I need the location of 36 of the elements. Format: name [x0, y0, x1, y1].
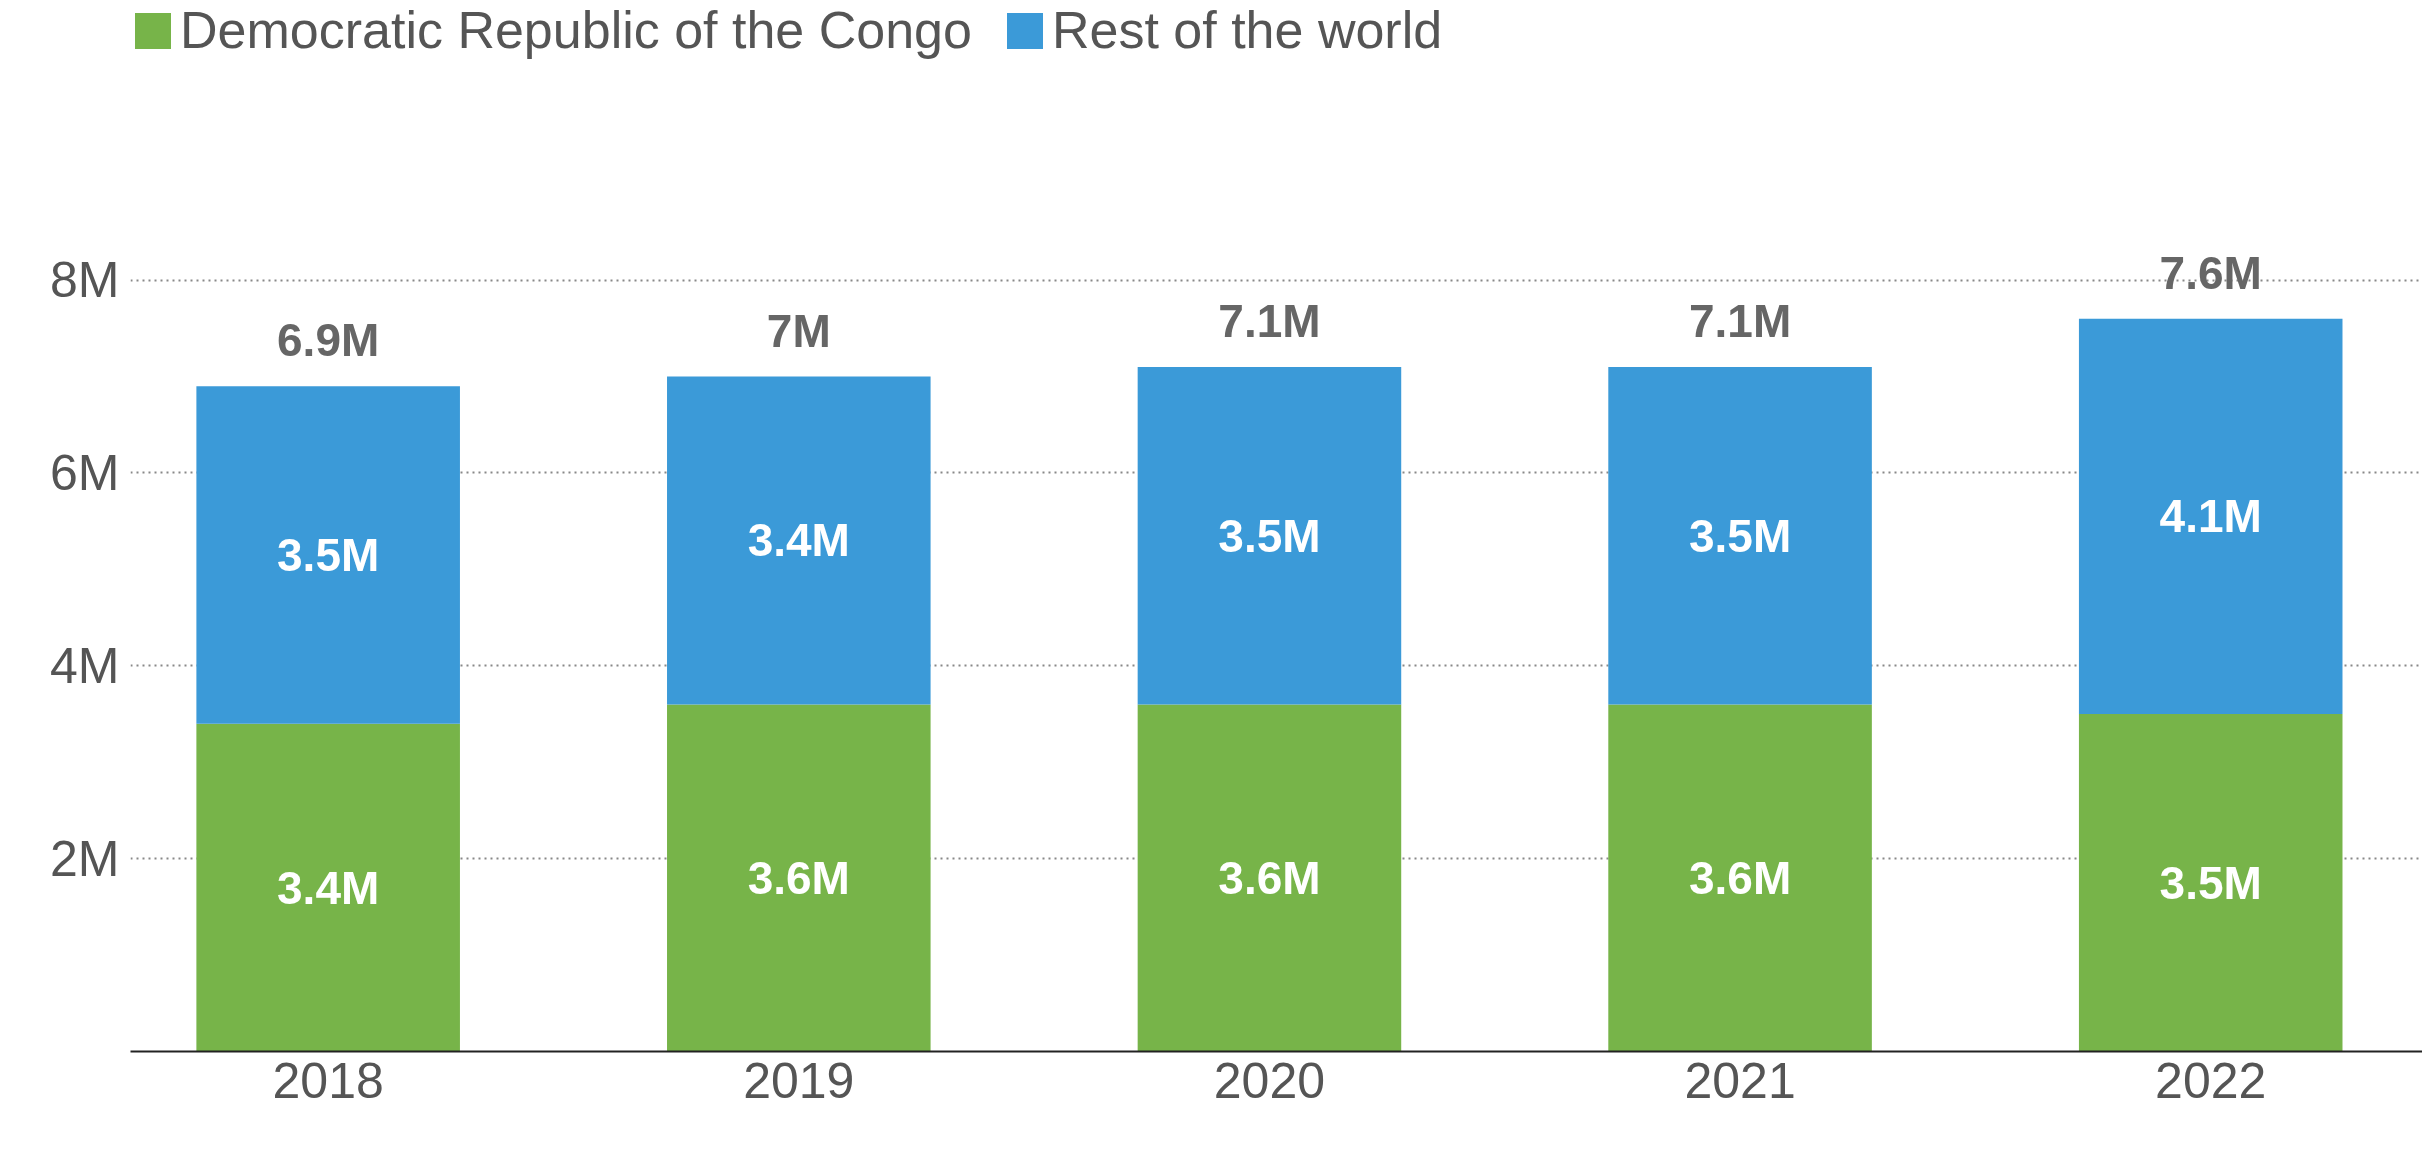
bar	[1137, 366, 1402, 705]
bar	[667, 704, 931, 1052]
bar	[196, 723, 460, 1052]
bar	[1137, 704, 1402, 1052]
data-label: 4.1M	[2159, 490, 2262, 543]
total-label: 7.1M	[1218, 294, 1321, 347]
bar	[2078, 714, 2343, 1052]
data-label: 3.4M	[277, 861, 380, 914]
bar	[196, 386, 460, 724]
data-label: 3.5M	[2159, 856, 2262, 909]
x-tick-label: 2018	[272, 1052, 384, 1109]
bar	[667, 376, 931, 705]
y-tick-label: 8M	[50, 252, 120, 309]
y-tick-label: 2M	[50, 830, 120, 887]
bar	[1608, 366, 1872, 705]
total-label: 7.6M	[2159, 246, 2262, 299]
total-label: 6.9M	[277, 314, 380, 367]
bar	[2078, 318, 2343, 715]
legend-label: Rest of the world	[1051, 0, 1443, 60]
data-label: 3.5M	[277, 528, 380, 581]
data-label: 3.6M	[1218, 851, 1321, 904]
x-tick-label: 2020	[1213, 1052, 1326, 1109]
total-label: 7M	[766, 304, 831, 357]
y-tick-label: 4M	[50, 637, 120, 694]
x-tick-label: 2022	[2155, 1052, 2267, 1109]
x-tick-label: 2021	[1684, 1052, 1796, 1109]
data-label: 3.6M	[1688, 851, 1792, 904]
data-label: 3.4M	[747, 514, 850, 567]
bar	[1608, 704, 1872, 1052]
data-label: 3.5M	[1688, 509, 1792, 562]
legend-label: Democratic Republic of the Congo	[180, 0, 972, 60]
total-label: 7.1M	[1688, 294, 1792, 347]
x-tick-label: 2019	[743, 1052, 855, 1109]
y-tick-label: 6M	[50, 444, 120, 501]
data-label: 3.5M	[1218, 509, 1321, 562]
data-label: 3.6M	[747, 851, 850, 904]
